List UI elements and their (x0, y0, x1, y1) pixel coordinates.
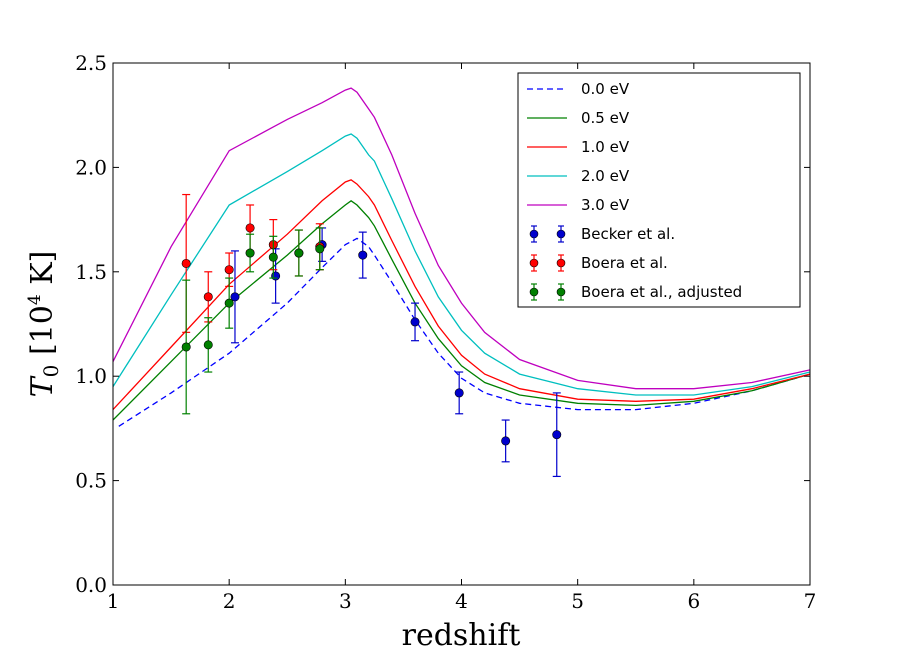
y-axis-title-close: K] (25, 251, 60, 295)
x-axis-title: redshift (402, 618, 521, 650)
legend-label: Boera et al., adjusted (581, 283, 742, 301)
data-point (224, 298, 234, 308)
y-tick-label: 0.5 (75, 469, 107, 493)
data-point (181, 342, 191, 352)
data-point (268, 252, 278, 262)
x-tick-label: 4 (455, 589, 468, 613)
data-point (501, 436, 511, 446)
data-point (552, 430, 562, 440)
series-line (112, 87, 811, 390)
data-point (245, 248, 255, 258)
y-axis-title: T0 [104 K] (25, 251, 63, 398)
legend-marker (556, 229, 566, 239)
series-line (112, 133, 811, 396)
data-point (203, 340, 213, 350)
legend: 0.0 eV 0.5 eV 1.0 eV 2.0 eV 3.0 eV Becker et … (517, 72, 801, 308)
x-tick-label: 5 (571, 589, 584, 613)
x-tick-label: 1 (107, 589, 120, 613)
legend-label: Becker et al. (581, 225, 675, 243)
x-tick-label: 3 (339, 589, 352, 613)
observational-points (181, 193, 562, 478)
data-point (224, 265, 234, 275)
y-tick-label: 2.0 (75, 155, 107, 179)
legend-marker (529, 229, 539, 239)
legend-marker (556, 258, 566, 268)
plot-frame (112, 62, 811, 586)
data-point (271, 271, 281, 281)
y-tick-label: 1.5 (75, 260, 107, 284)
legend-marker (556, 287, 566, 297)
y-tick-label: 0.0 (75, 573, 107, 597)
data-point (410, 317, 420, 327)
x-tick-label: 7 (804, 589, 817, 613)
y-axis-title-superscript: 4 (25, 294, 45, 305)
y-axis-title-open: [10 (25, 305, 60, 364)
data-point (181, 258, 191, 268)
legend-marker (529, 287, 539, 297)
series-line (112, 179, 811, 411)
legend-marker (529, 258, 539, 268)
y-axis-title-subscript: 0 (39, 365, 63, 378)
data-point (245, 223, 255, 233)
data-point (454, 388, 464, 398)
legend-box (517, 72, 801, 308)
data-point (358, 250, 368, 260)
x-tick-label: 2 (223, 589, 236, 613)
axes: 1 2 3 4 5 6 7 0.0 0.5 1.0 1.5 2.0 2.5 (75, 51, 816, 613)
legend-label: Boera et al. (581, 254, 668, 272)
data-point (230, 292, 240, 302)
legend-label: 0.0 eV (581, 80, 630, 98)
legend-label: 1.0 eV (581, 138, 630, 156)
legend-label: 3.0 eV (581, 196, 630, 214)
x-tick-label: 6 (687, 589, 700, 613)
data-point (294, 248, 304, 258)
series-line (118, 237, 811, 427)
legend-label: 0.5 eV (581, 109, 630, 127)
data-point (203, 292, 213, 302)
y-tick-label: 1.0 (75, 364, 107, 388)
legend-label: 2.0 eV (581, 167, 630, 185)
data-point (315, 244, 325, 254)
y-axis-title-main: T (25, 375, 60, 397)
y-tick-label: 2.5 (75, 51, 107, 75)
